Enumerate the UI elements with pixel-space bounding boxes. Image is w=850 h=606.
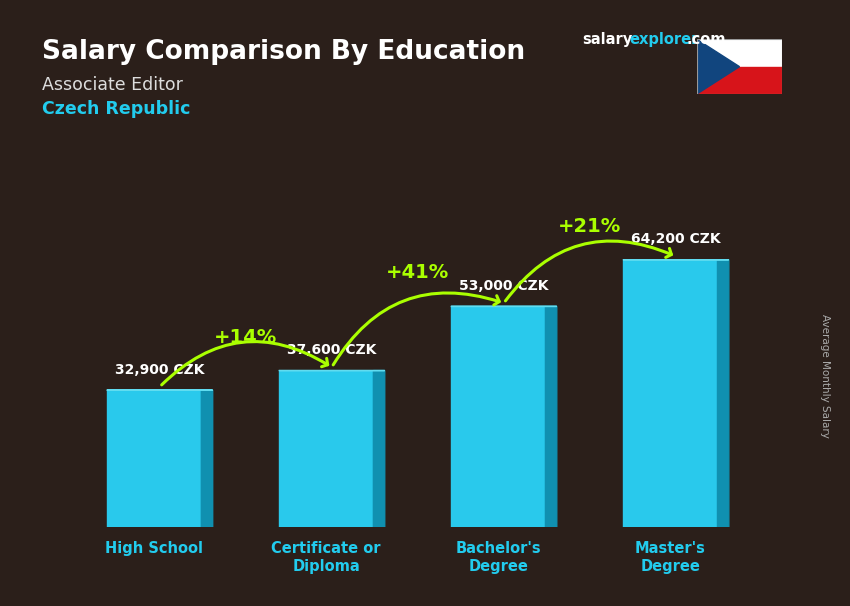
Bar [107, 390, 201, 527]
Text: Salary Comparison By Education: Salary Comparison By Education [42, 39, 525, 65]
Polygon shape [717, 260, 728, 527]
Polygon shape [373, 370, 385, 527]
Text: 32,900 CZK: 32,900 CZK [115, 363, 205, 377]
Text: +41%: +41% [386, 264, 450, 282]
Bar [450, 307, 546, 527]
Text: +14%: +14% [214, 328, 277, 347]
Text: Average Monthly Salary: Average Monthly Salary [820, 314, 830, 438]
Text: 64,200 CZK: 64,200 CZK [631, 233, 721, 247]
Text: +21%: +21% [558, 217, 621, 236]
Bar [279, 370, 373, 527]
Polygon shape [546, 307, 557, 527]
Bar [697, 67, 782, 94]
Text: salary: salary [582, 32, 632, 47]
Text: 53,000 CZK: 53,000 CZK [459, 279, 548, 293]
Text: Czech Republic: Czech Republic [42, 100, 191, 118]
Polygon shape [201, 390, 212, 527]
Bar [697, 39, 782, 67]
Text: Associate Editor: Associate Editor [42, 76, 184, 94]
Bar [623, 260, 717, 527]
Text: .com: .com [687, 32, 726, 47]
Polygon shape [697, 39, 740, 94]
Text: 37,600 CZK: 37,600 CZK [287, 343, 377, 357]
Text: explorer: explorer [630, 32, 700, 47]
